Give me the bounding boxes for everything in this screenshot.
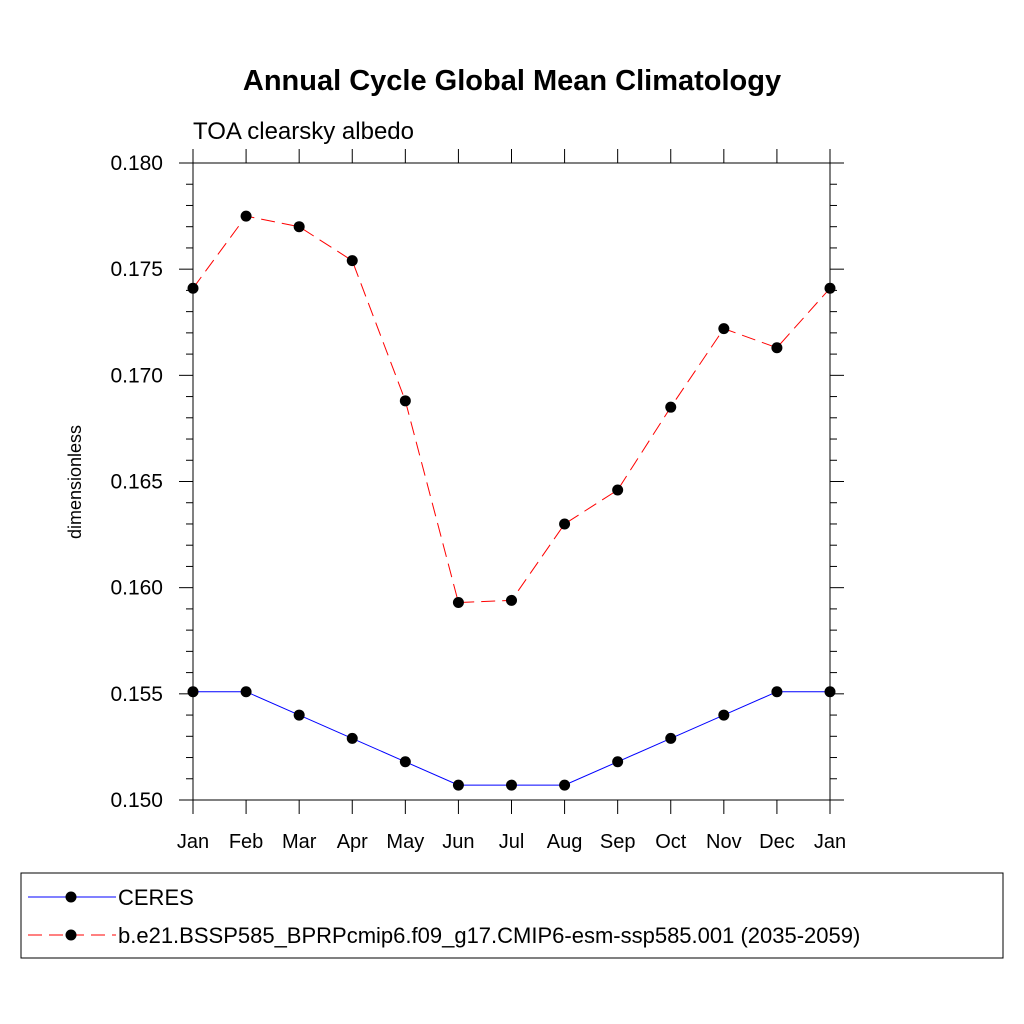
x-tick-label: May xyxy=(386,831,424,853)
data-point xyxy=(665,732,677,744)
y-tick-label: 0.170 xyxy=(110,364,163,387)
chart-title: Annual Cycle Global Mean Climatology xyxy=(243,65,781,97)
series-2 xyxy=(187,210,836,609)
data-point xyxy=(824,686,836,698)
x-tick-label: Jun xyxy=(442,831,474,853)
y-tick-label: 0.175 xyxy=(110,258,163,281)
data-point xyxy=(718,323,730,335)
y-tick-label: 0.160 xyxy=(110,577,163,600)
data-point xyxy=(240,210,252,222)
data-point xyxy=(452,779,464,791)
data-point xyxy=(771,686,783,698)
x-tick-label: Jan xyxy=(177,831,209,853)
x-tick-label: Nov xyxy=(706,831,742,853)
data-point xyxy=(612,756,624,768)
data-point xyxy=(612,484,624,496)
data-point xyxy=(718,709,730,721)
data-point xyxy=(452,597,464,609)
data-point xyxy=(293,709,305,721)
x-tick-label: Mar xyxy=(282,831,317,853)
series-1 xyxy=(187,686,836,791)
chart-subtitle: TOA clearsky albedo xyxy=(193,118,414,145)
data-point xyxy=(187,686,199,698)
data-point xyxy=(506,779,517,791)
axes: 0.150 0.155 0.160 0.165 0.170 0.175 0.180 Jan Fe… xyxy=(110,149,846,853)
x-tick-label: Feb xyxy=(229,831,263,853)
data-point xyxy=(399,395,411,407)
x-tick-label: Apr xyxy=(337,831,368,853)
x-tick-label: Sep xyxy=(600,831,636,853)
legend: CERES b.e21.BSSP585_BPRPcmip6.f09_g17.CMI… xyxy=(28,885,860,948)
y-tick-label: 0.155 xyxy=(110,683,163,706)
legend-label: b.e21.BSSP585_BPRPcmip6.f09_g17.CMIP6-es… xyxy=(118,923,860,948)
legend-box xyxy=(20,872,1004,959)
series-line xyxy=(192,215,831,604)
data-point xyxy=(399,756,411,768)
x-tick-label: Jan xyxy=(814,831,846,853)
data-point xyxy=(559,779,571,791)
data-point xyxy=(240,686,252,698)
x-tick-label: Dec xyxy=(759,831,795,853)
legend-marker xyxy=(65,929,77,941)
data-point xyxy=(187,282,199,294)
legend-marker xyxy=(65,891,77,903)
data-point xyxy=(346,732,358,744)
y-tick-label: 0.150 xyxy=(110,789,163,812)
x-tick-label: Jul xyxy=(499,831,525,853)
y-tick-label: 0.165 xyxy=(110,471,163,494)
data-point xyxy=(293,221,305,233)
series-layer xyxy=(187,210,836,791)
x-tick-label: Oct xyxy=(655,831,687,853)
series-line xyxy=(193,691,830,786)
data-point xyxy=(506,594,517,606)
data-point xyxy=(346,255,358,267)
data-point xyxy=(665,401,677,413)
y-tick-label: 0.180 xyxy=(110,152,163,175)
data-point xyxy=(824,282,836,294)
data-point xyxy=(559,518,571,530)
y-axis-label: dimensionless xyxy=(65,425,85,539)
data-point xyxy=(771,342,783,354)
legend-label: CERES xyxy=(118,885,194,910)
plot-frame xyxy=(192,162,831,801)
x-tick-label: Aug xyxy=(547,831,583,853)
